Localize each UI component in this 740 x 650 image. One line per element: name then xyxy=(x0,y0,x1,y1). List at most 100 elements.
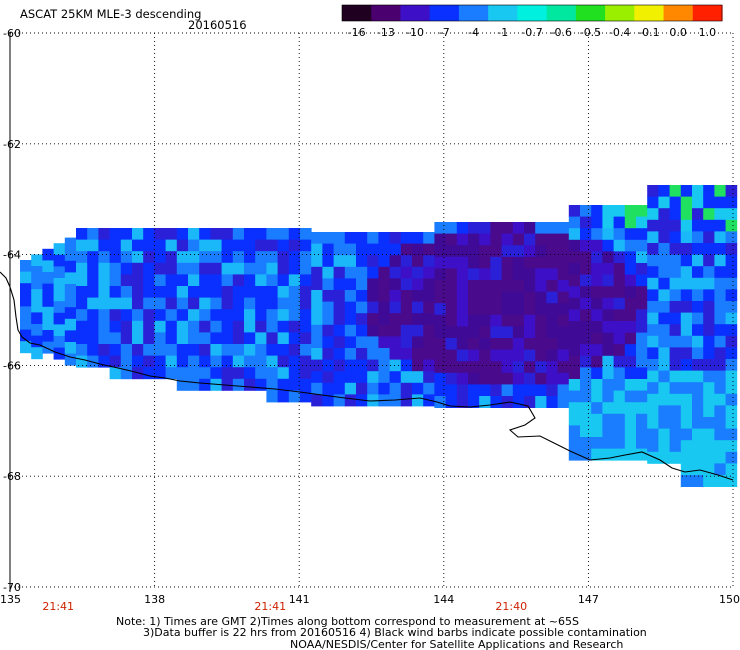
heat-cell xyxy=(602,286,614,299)
heat-cell xyxy=(680,266,693,279)
heat-cell xyxy=(42,318,54,331)
heat-cell xyxy=(647,208,659,221)
heat-cell xyxy=(356,324,368,337)
heat-cell xyxy=(412,243,424,256)
heat-cell xyxy=(400,232,413,244)
heat-cell xyxy=(344,313,357,326)
heat-cell xyxy=(490,303,502,316)
heat-cell xyxy=(434,396,446,408)
heat-cell xyxy=(546,361,558,374)
heat-cell xyxy=(109,262,122,275)
heat-cell xyxy=(725,370,738,383)
heat-cell xyxy=(389,255,402,268)
heat-cell xyxy=(300,378,312,391)
heat-cell xyxy=(613,425,626,438)
heat-cell xyxy=(333,394,346,407)
heat-cell xyxy=(53,254,66,267)
heat-cell xyxy=(389,359,402,372)
heat-cell xyxy=(199,251,211,264)
heat-cell xyxy=(602,228,614,241)
colorbar-swatch xyxy=(546,5,577,21)
heat-cell xyxy=(120,228,133,240)
colorbar-swatch xyxy=(605,5,635,21)
heat-cell xyxy=(613,402,626,415)
heat-cell xyxy=(300,344,312,356)
heat-cell xyxy=(568,390,581,403)
heat-cell xyxy=(120,262,133,275)
heat-cell xyxy=(692,475,704,487)
heat-cell xyxy=(591,263,603,275)
heat-cell xyxy=(31,254,43,267)
heat-cell xyxy=(232,262,245,275)
heat-cell xyxy=(188,320,200,333)
heat-cell xyxy=(98,274,110,287)
heat-cell xyxy=(501,291,514,304)
heat-cell xyxy=(546,326,558,339)
heat-cell xyxy=(400,243,413,256)
heat-cell xyxy=(557,222,570,234)
y-tick-label: -70 xyxy=(3,581,21,594)
heat-cell xyxy=(658,266,670,279)
heat-cell xyxy=(613,344,626,357)
heat-cell xyxy=(468,349,480,362)
heat-cell xyxy=(692,428,704,441)
heat-cell xyxy=(20,318,32,330)
heat-cell xyxy=(154,332,166,345)
heat-cell xyxy=(636,437,648,449)
heat-cell xyxy=(311,232,323,244)
heat-cell xyxy=(423,255,435,268)
heat-cell xyxy=(445,384,458,397)
heat-cell xyxy=(367,232,379,244)
heat-cell xyxy=(445,245,458,258)
heat-cell xyxy=(311,243,323,256)
heat-cell xyxy=(64,284,77,296)
colorbar-label: -0.5 xyxy=(580,26,601,39)
heat-cell xyxy=(591,216,603,229)
heat-cell xyxy=(468,268,480,281)
heat-cell xyxy=(31,300,43,313)
heat-cell xyxy=(423,290,435,302)
heat-cell xyxy=(490,256,502,269)
heat-cell xyxy=(333,278,346,291)
heat-cell xyxy=(613,437,626,449)
heat-cell xyxy=(725,231,738,244)
heat-cell xyxy=(221,274,234,287)
heat-cell xyxy=(132,286,144,298)
heat-cell xyxy=(692,277,704,290)
heat-cell xyxy=(445,303,458,316)
heat-cell xyxy=(647,219,659,232)
heat-cell xyxy=(344,382,357,395)
heat-cell xyxy=(636,205,648,217)
heat-cell xyxy=(692,417,704,429)
heat-cell xyxy=(244,286,256,298)
heat-cell xyxy=(501,280,514,292)
heat-cell xyxy=(143,320,155,333)
heat-cell xyxy=(714,196,726,209)
heat-cell xyxy=(378,313,390,326)
heat-cell xyxy=(490,326,502,339)
heat-cell xyxy=(423,336,435,349)
heat-cell xyxy=(255,332,267,345)
heat-cell xyxy=(154,228,166,240)
heat-cell xyxy=(344,324,357,337)
y-tick-label: -66 xyxy=(3,359,21,372)
heat-cell xyxy=(20,294,32,307)
heat-cell xyxy=(613,251,626,264)
heat-cell xyxy=(367,278,379,291)
heat-cell xyxy=(580,425,592,438)
heat-cell xyxy=(535,256,547,269)
heat-cell xyxy=(647,405,659,418)
heat-cell xyxy=(232,228,245,240)
heat-cell xyxy=(378,301,390,314)
heat-cell xyxy=(591,425,603,438)
heat-cell xyxy=(725,185,738,197)
heat-cell xyxy=(143,355,155,368)
heat-cell xyxy=(434,326,446,339)
heat-cell xyxy=(76,228,88,240)
heat-cell xyxy=(98,309,110,322)
heat-cell xyxy=(680,196,693,209)
heat-cell xyxy=(389,290,402,302)
heat-cell xyxy=(255,297,267,310)
heat-cell xyxy=(165,228,178,240)
heat-cell xyxy=(288,309,301,322)
